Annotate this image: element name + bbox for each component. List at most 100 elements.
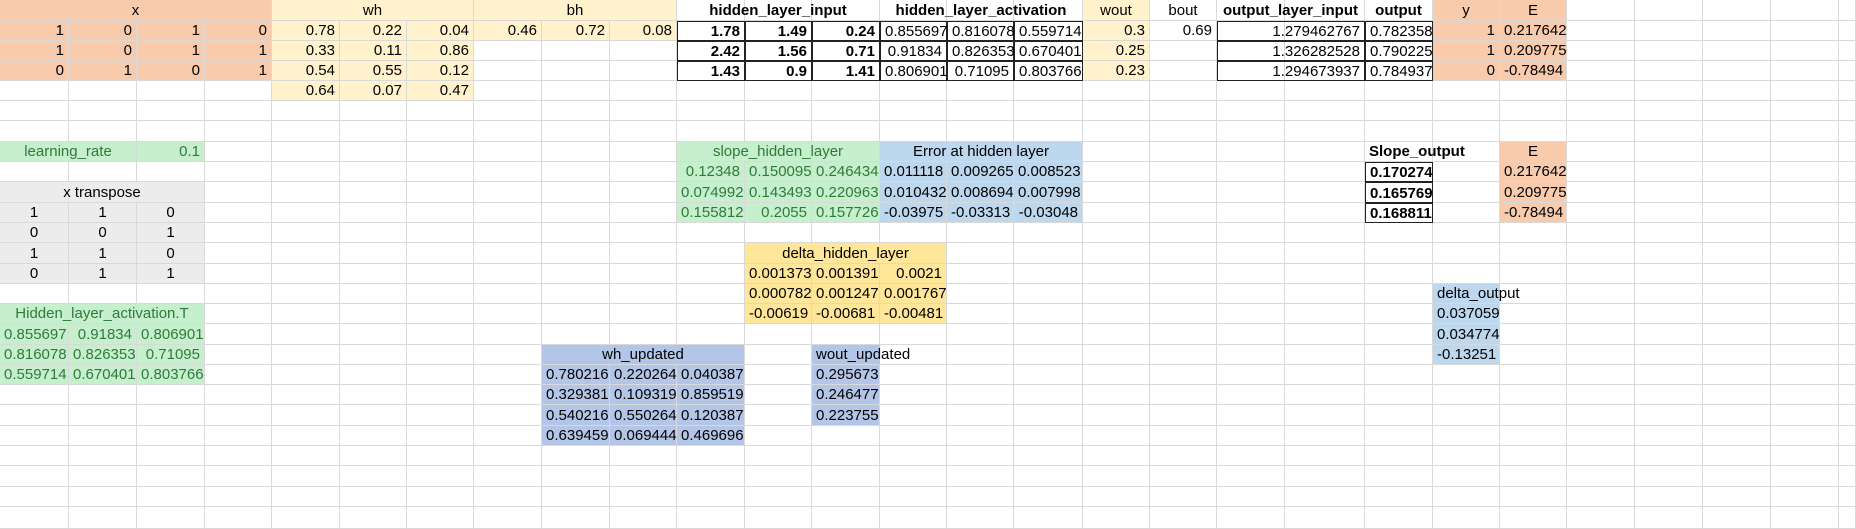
hidden-input-cell[interactable]: 1.49 (745, 21, 812, 41)
empty-cell[interactable] (1839, 61, 1856, 81)
empty-cell[interactable] (1433, 426, 1500, 446)
empty-cell[interactable] (610, 487, 677, 507)
empty-cell[interactable] (812, 487, 880, 507)
empty-cell[interactable] (1285, 142, 1365, 162)
empty-cell[interactable] (1703, 365, 1771, 385)
empty-cell[interactable] (677, 121, 745, 142)
empty-cell[interactable] (542, 61, 610, 81)
empty-cell[interactable] (1771, 61, 1839, 81)
empty-cell[interactable] (1365, 507, 1433, 529)
empty-cell[interactable] (880, 466, 947, 487)
empty-cell[interactable] (1635, 41, 1703, 61)
empty-cell[interactable] (1083, 466, 1150, 487)
empty-cell[interactable] (69, 466, 137, 487)
empty-cell[interactable] (542, 121, 610, 142)
empty-cell[interactable] (1285, 446, 1365, 466)
empty-cell[interactable] (1150, 385, 1217, 405)
empty-cell[interactable] (610, 284, 677, 304)
empty-cell[interactable] (1217, 507, 1285, 529)
empty-cell[interactable] (947, 466, 1014, 487)
empty-cell[interactable] (1635, 304, 1703, 324)
empty-cell[interactable] (947, 264, 1014, 284)
empty-cell[interactable] (340, 203, 407, 223)
slope-hidden-cell[interactable]: 0.157726 (812, 203, 880, 223)
empty-cell[interactable] (1771, 101, 1839, 121)
hidden-activation-t-cell[interactable]: 0.71095 (137, 345, 205, 365)
empty-cell[interactable] (947, 405, 1014, 426)
empty-cell[interactable] (1703, 405, 1771, 426)
e-cell[interactable]: -0.78494 (1500, 61, 1567, 81)
empty-cell[interactable] (1771, 385, 1839, 405)
hidden-activation-cell[interactable]: 0.855697 (880, 21, 948, 41)
hidden-activation-t-title[interactable]: Hidden_layer_activation.T (0, 304, 205, 324)
hidden-activation-cell[interactable]: 0.559714 (1014, 21, 1083, 41)
empty-cell[interactable] (1433, 487, 1500, 507)
wh-updated-cell[interactable]: 0.780216 (542, 365, 610, 385)
empty-cell[interactable] (69, 162, 137, 182)
empty-cell[interactable] (1217, 182, 1285, 203)
empty-cell[interactable] (340, 324, 407, 345)
empty-cell[interactable] (880, 405, 947, 426)
empty-cell[interactable] (69, 487, 137, 507)
empty-cell[interactable] (880, 426, 947, 446)
empty-cell[interactable] (474, 446, 542, 466)
empty-cell[interactable] (137, 426, 205, 446)
e2-cell[interactable]: 0.217642 (1500, 162, 1567, 182)
empty-cell[interactable] (1150, 405, 1217, 426)
empty-cell[interactable] (407, 284, 474, 304)
empty-cell[interactable] (1150, 345, 1217, 365)
empty-cell[interactable] (610, 101, 677, 121)
empty-cell[interactable] (340, 264, 407, 284)
empty-cell[interactable] (1567, 466, 1635, 487)
empty-cell[interactable] (272, 466, 340, 487)
hidden-input-cell[interactable]: 1.56 (745, 41, 812, 61)
empty-cell[interactable] (1014, 223, 1083, 243)
empty-cell[interactable] (542, 446, 610, 466)
empty-cell[interactable] (205, 162, 272, 182)
empty-cell[interactable] (1150, 182, 1217, 203)
empty-cell[interactable] (340, 284, 407, 304)
empty-cell[interactable] (474, 182, 542, 203)
wh-cell[interactable]: 0.22 (340, 21, 407, 41)
empty-cell[interactable] (0, 466, 69, 487)
empty-cell[interactable] (677, 487, 745, 507)
empty-cell[interactable] (1217, 284, 1285, 304)
error-hidden-cell[interactable]: -0.03975 (880, 203, 947, 223)
empty-cell[interactable] (1703, 324, 1771, 345)
empty-cell[interactable] (1285, 385, 1365, 405)
empty-cell[interactable] (340, 487, 407, 507)
empty-cell[interactable] (1014, 446, 1083, 466)
empty-cell[interactable] (880, 324, 947, 345)
empty-cell[interactable] (1703, 61, 1771, 81)
empty-cell[interactable] (677, 243, 745, 264)
empty-cell[interactable] (1839, 304, 1856, 324)
delta-hidden-title[interactable]: delta_hidden_layer (745, 243, 947, 264)
empty-cell[interactable] (340, 426, 407, 446)
empty-cell[interactable] (1365, 446, 1433, 466)
hidden-activation-t-cell[interactable]: 0.559714 (0, 365, 69, 385)
empty-cell[interactable] (474, 101, 542, 121)
wout-updated-cell[interactable]: 0.295673 (812, 365, 880, 385)
empty-cell[interactable] (1014, 101, 1083, 121)
empty-cell[interactable] (677, 466, 745, 487)
empty-cell[interactable] (745, 345, 812, 365)
empty-cell[interactable] (610, 466, 677, 487)
empty-cell[interactable] (1839, 223, 1856, 243)
empty-cell[interactable] (1150, 507, 1217, 529)
wh-cell[interactable]: 0.47 (407, 81, 474, 101)
empty-cell[interactable] (1771, 426, 1839, 446)
empty-cell[interactable] (205, 405, 272, 426)
empty-cell[interactable] (1635, 264, 1703, 284)
empty-cell[interactable] (1500, 446, 1567, 466)
empty-cell[interactable] (407, 162, 474, 182)
empty-cell[interactable] (1433, 223, 1500, 243)
empty-cell[interactable] (1433, 101, 1500, 121)
empty-cell[interactable] (1083, 365, 1150, 385)
empty-cell[interactable] (1217, 487, 1285, 507)
empty-cell[interactable] (1771, 466, 1839, 487)
empty-cell[interactable] (1365, 385, 1433, 405)
error-hidden-title[interactable]: Error at hidden layer (880, 142, 1083, 162)
empty-cell[interactable] (1635, 446, 1703, 466)
empty-cell[interactable] (610, 182, 677, 203)
empty-cell[interactable] (474, 264, 542, 284)
